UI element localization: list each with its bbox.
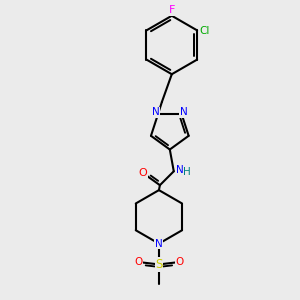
Text: N: N [176,165,184,175]
Text: N: N [152,107,160,117]
Text: H: H [183,167,191,177]
Text: O: O [134,257,142,267]
Text: S: S [155,258,163,271]
Text: N: N [155,238,163,249]
Text: O: O [176,257,184,267]
Text: Cl: Cl [200,26,210,36]
Text: O: O [139,168,147,178]
Text: F: F [169,5,175,15]
Text: N: N [180,107,188,117]
